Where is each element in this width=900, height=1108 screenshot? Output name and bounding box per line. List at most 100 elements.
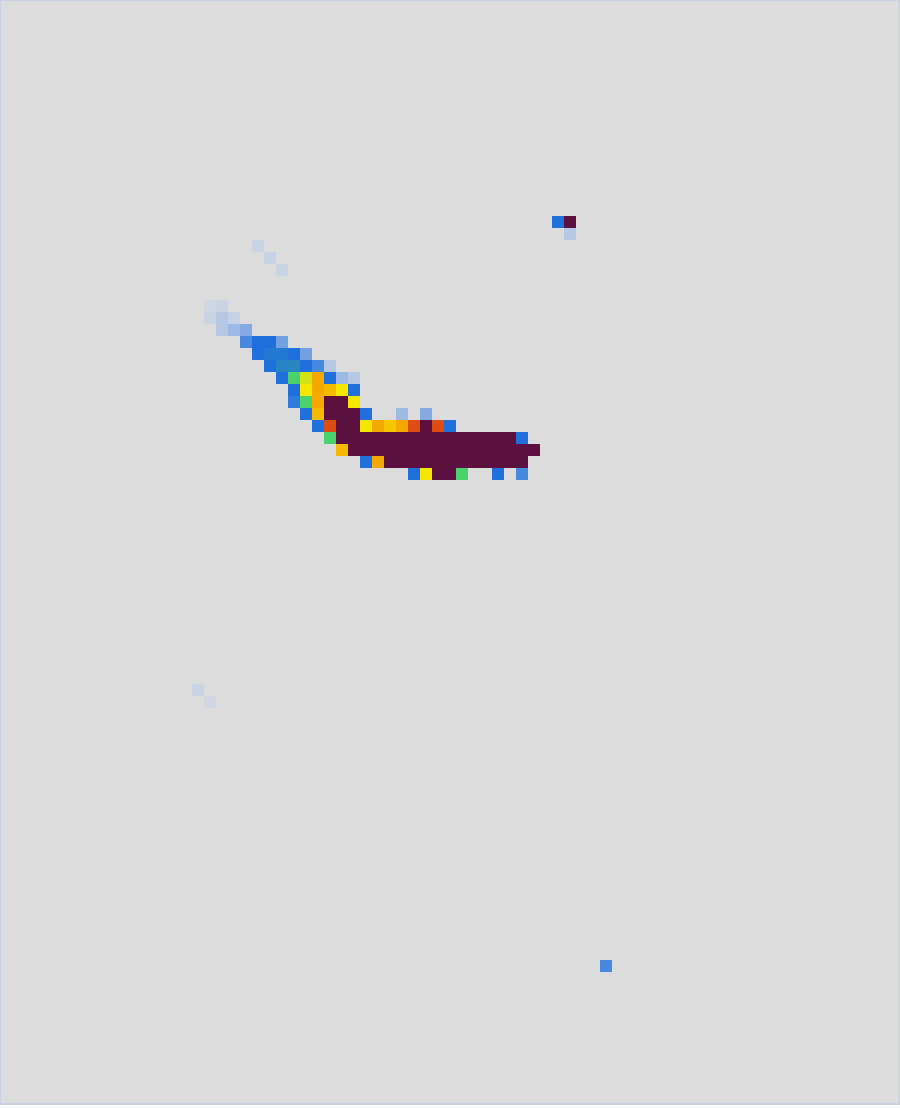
heat-cell bbox=[312, 396, 324, 408]
heat-cell bbox=[288, 348, 300, 360]
heat-cell bbox=[600, 960, 612, 972]
heat-cell bbox=[324, 360, 336, 372]
heat-cell bbox=[216, 300, 228, 312]
heat-cell bbox=[252, 240, 264, 252]
heat-cell bbox=[504, 456, 516, 468]
heat-cell bbox=[360, 420, 372, 432]
heat-cell bbox=[276, 360, 288, 372]
heat-cell bbox=[396, 444, 408, 456]
heat-cell bbox=[288, 372, 300, 384]
heat-cell bbox=[408, 420, 420, 432]
heat-cell bbox=[288, 396, 300, 408]
heat-cell bbox=[312, 384, 324, 396]
heat-cell bbox=[240, 324, 252, 336]
heat-cell bbox=[312, 372, 324, 384]
chart bbox=[0, 0, 900, 1108]
heat-cell bbox=[492, 468, 504, 480]
heat-cell bbox=[420, 468, 432, 480]
heat-cell bbox=[420, 444, 432, 456]
heat-cell bbox=[348, 372, 360, 384]
heat-cell bbox=[480, 456, 492, 468]
heat-cell bbox=[396, 408, 408, 420]
plot-frame bbox=[0, 0, 900, 1104]
heat-cell bbox=[360, 456, 372, 468]
heat-cell bbox=[420, 420, 432, 432]
heat-cell bbox=[204, 312, 216, 324]
heat-cell bbox=[456, 432, 468, 444]
heat-cell bbox=[444, 420, 456, 432]
heat-cell bbox=[336, 372, 348, 384]
heat-cell bbox=[396, 456, 408, 468]
heat-cell bbox=[336, 432, 348, 444]
heat-cell bbox=[528, 444, 540, 456]
heat-cell bbox=[384, 420, 396, 432]
heat-cell bbox=[552, 216, 564, 228]
heat-cell bbox=[432, 432, 444, 444]
heat-cell bbox=[396, 420, 408, 432]
heat-cell bbox=[276, 264, 288, 276]
heat-cell bbox=[252, 348, 264, 360]
heat-cell bbox=[312, 408, 324, 420]
heat-cell bbox=[324, 372, 336, 384]
heat-cell bbox=[516, 468, 528, 480]
heat-cell bbox=[216, 324, 228, 336]
heat-cell bbox=[408, 444, 420, 456]
heat-cell bbox=[384, 456, 396, 468]
heat-cell bbox=[456, 468, 468, 480]
heat-cell bbox=[420, 432, 432, 444]
heat-cell bbox=[516, 432, 528, 444]
heat-cell bbox=[408, 456, 420, 468]
heat-cell bbox=[324, 420, 336, 432]
heat-cell bbox=[252, 336, 264, 348]
heat-cell bbox=[300, 360, 312, 372]
heat-cell bbox=[348, 384, 360, 396]
heat-cell bbox=[336, 396, 348, 408]
heat-cell bbox=[564, 228, 576, 240]
heat-cell bbox=[372, 432, 384, 444]
heat-cell bbox=[300, 348, 312, 360]
heat-cell bbox=[300, 372, 312, 384]
heat-cell bbox=[432, 456, 444, 468]
heat-cell bbox=[408, 432, 420, 444]
heat-cell bbox=[504, 444, 516, 456]
heat-cell bbox=[228, 324, 240, 336]
heat-cell bbox=[300, 396, 312, 408]
heat-cell bbox=[492, 444, 504, 456]
heat-cell bbox=[324, 408, 336, 420]
heat-cell bbox=[276, 372, 288, 384]
heat-cell bbox=[216, 312, 228, 324]
heat-cell bbox=[420, 408, 432, 420]
heat-cell bbox=[384, 432, 396, 444]
cells bbox=[192, 216, 612, 972]
heat-cell bbox=[300, 384, 312, 396]
heat-cell bbox=[360, 408, 372, 420]
heat-cell bbox=[336, 420, 348, 432]
heat-cell bbox=[468, 444, 480, 456]
heat-cell bbox=[372, 456, 384, 468]
heat-cell bbox=[360, 432, 372, 444]
heat-cell bbox=[240, 336, 252, 348]
heat-cell bbox=[432, 468, 444, 480]
heat-cell bbox=[348, 444, 360, 456]
heat-cell bbox=[324, 384, 336, 396]
heat-cell bbox=[288, 384, 300, 396]
heat-cell bbox=[420, 456, 432, 468]
heat-cell bbox=[408, 468, 420, 480]
heat-cell bbox=[276, 336, 288, 348]
heat-cell bbox=[444, 468, 456, 480]
heat-cell bbox=[264, 252, 276, 264]
heat-cell bbox=[516, 456, 528, 468]
heat-cell bbox=[228, 312, 240, 324]
heat-cell bbox=[264, 336, 276, 348]
heat-cell bbox=[264, 360, 276, 372]
heat-cell bbox=[204, 300, 216, 312]
heat-cell bbox=[360, 444, 372, 456]
heat-cell bbox=[312, 360, 324, 372]
heat-cell bbox=[264, 348, 276, 360]
heat-cell bbox=[480, 444, 492, 456]
heat-cell bbox=[564, 216, 576, 228]
heat-cell bbox=[456, 444, 468, 456]
heat-cell bbox=[444, 432, 456, 444]
heat-cell bbox=[504, 432, 516, 444]
heat-cell bbox=[444, 444, 456, 456]
